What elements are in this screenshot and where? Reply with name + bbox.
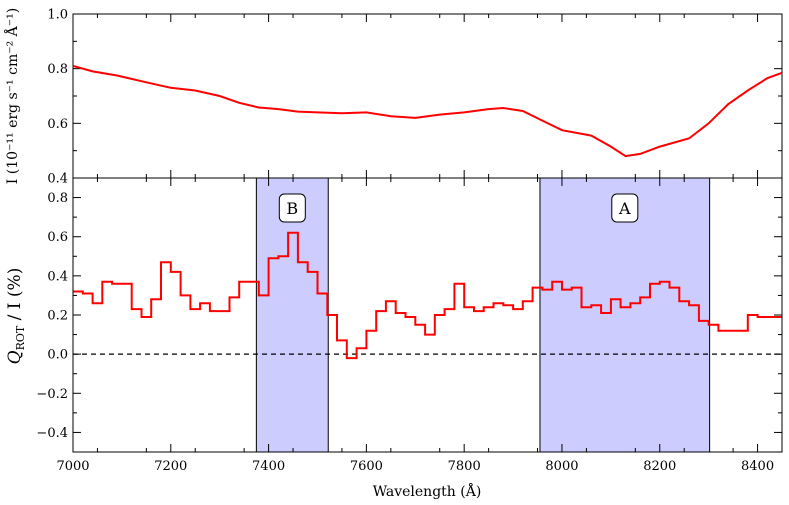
polarization-y-tick-label: 0.0 bbox=[47, 348, 68, 363]
polarization-x-ticks: 7000 7200 7400 7600 7800 8000 8200 8400 bbox=[56, 178, 783, 474]
polarization-y-tick-label: 0.4 bbox=[47, 269, 68, 284]
polarization-y-tick-label: 0.8 bbox=[47, 191, 68, 206]
x-tick-label: 7800 bbox=[448, 459, 481, 474]
polarization-series-line bbox=[73, 231, 782, 360]
x-tick-label: 8200 bbox=[643, 459, 676, 474]
band-a-label-box bbox=[611, 193, 639, 223]
x-tick-label: 7400 bbox=[252, 459, 285, 474]
ylabel-rot: ROT bbox=[14, 325, 27, 350]
intensity-panel: 0.4 0.6 0.8 1.0 I (10⁻¹¹ erg s⁻¹ cm⁻² Å⁻¹) bbox=[3, 8, 783, 187]
band-a bbox=[539, 177, 711, 453]
x-tick-label: 7000 bbox=[56, 459, 89, 474]
intensity-y-ticks: 0.4 0.6 0.8 1.0 bbox=[47, 8, 782, 187]
band-b-label-box bbox=[278, 193, 306, 223]
band-a-label: A bbox=[618, 199, 631, 218]
x-tick-label: 8400 bbox=[741, 459, 774, 474]
x-tick-label: 7200 bbox=[154, 459, 187, 474]
polarization-y-ticks: −0.4 −0.2 0.0 0.2 0.4 0.6 0.8 bbox=[36, 177, 782, 453]
intensity-y-tick-label: 0.8 bbox=[47, 62, 68, 77]
intensity-y-tick-label: 1.0 bbox=[47, 8, 68, 23]
intensity-plot-frame bbox=[72, 13, 783, 179]
intensity-y-axis-label: I (10⁻¹¹ erg s⁻¹ cm⁻² Å⁻¹) bbox=[3, 8, 21, 185]
intensity-series-line bbox=[72, 64, 783, 158]
band-b-label: B bbox=[286, 199, 298, 218]
polarization-y-tick-label: −0.4 bbox=[36, 426, 68, 441]
polarization-y-tick-label: 0.6 bbox=[47, 230, 68, 245]
intensity-y-tick-label: 0.4 bbox=[47, 172, 68, 187]
ylabel-tail: / I (%) bbox=[5, 268, 25, 326]
polarization-y-axis-label: QROT / I (%) bbox=[5, 268, 27, 365]
intensity-x-ticks bbox=[72, 14, 783, 178]
polarization-y-tick-label: 0.2 bbox=[47, 309, 68, 324]
x-tick-label: 8000 bbox=[545, 459, 578, 474]
ylabel-q: Q bbox=[5, 350, 25, 364]
x-tick-label: 7600 bbox=[350, 459, 383, 474]
polarization-y-tick-label: −0.2 bbox=[36, 387, 68, 402]
intensity-y-tick-label: 0.6 bbox=[47, 117, 68, 132]
band-b bbox=[255, 177, 329, 453]
x-axis-label: Wavelength (Å) bbox=[373, 482, 482, 500]
